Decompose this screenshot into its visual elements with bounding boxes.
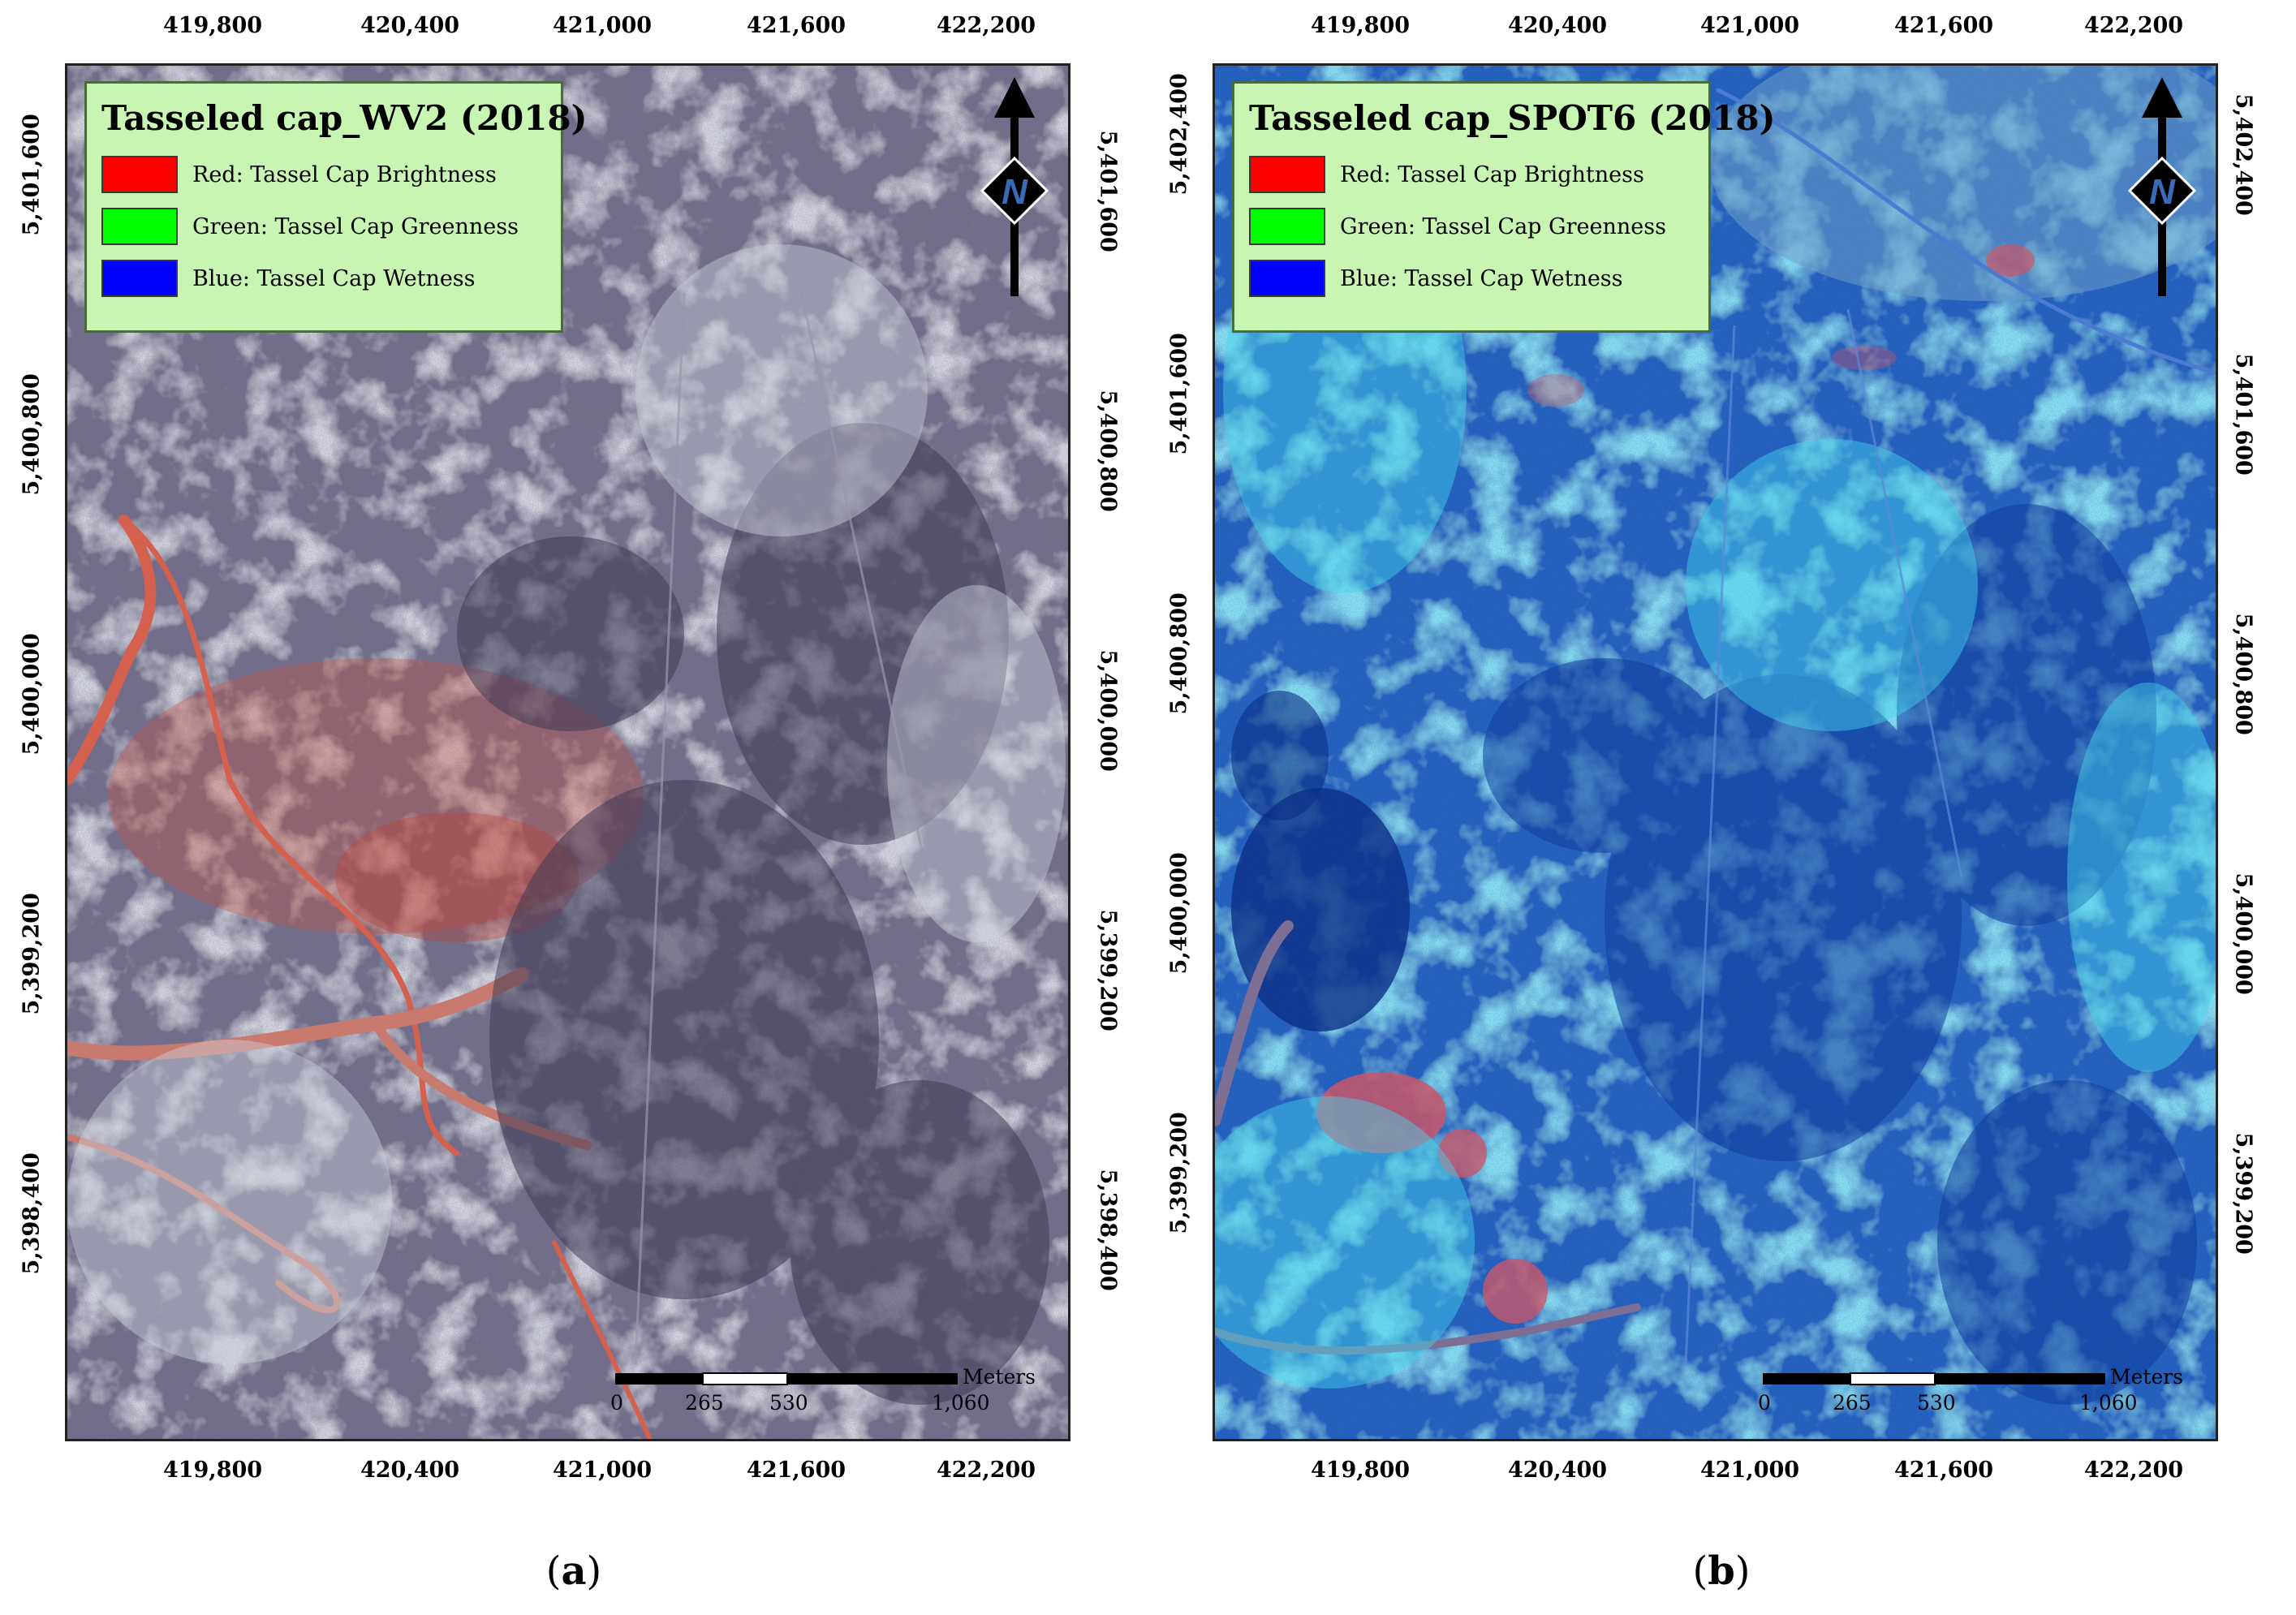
road-network bbox=[1215, 88, 2216, 1355]
legend-title: Tasseled cap_SPOT6 (2018) bbox=[1249, 98, 1776, 138]
scale-bar-graphic bbox=[1763, 1372, 2105, 1385]
y-tick-right: 5,400,000 bbox=[1095, 649, 1121, 772]
y-tick-left: 5,402,400 bbox=[1166, 73, 1192, 196]
y-tick-left: 5,401,600 bbox=[1166, 333, 1192, 455]
panel-caption: (b) bbox=[1692, 1548, 1751, 1594]
legend-swatch-green bbox=[101, 208, 178, 245]
y-tick-right: 5,401,600 bbox=[1095, 130, 1121, 252]
x-tick-top: 419,800 bbox=[1310, 13, 1411, 38]
y-tick-right: 5,400,000 bbox=[2230, 872, 2256, 995]
scale-label: 530 bbox=[1917, 1391, 1956, 1415]
y-tick-right: 5,399,200 bbox=[2230, 1132, 2256, 1255]
x-tick-bottom: 419,800 bbox=[1310, 1458, 1411, 1483]
legend-item: Red: Tassel Cap Brightness bbox=[1249, 156, 1694, 193]
x-tick-bottom: 421,000 bbox=[1699, 1458, 1800, 1483]
x-tick-bottom: 420,400 bbox=[360, 1458, 460, 1483]
y-tick-left: 5,400,000 bbox=[1166, 852, 1192, 975]
scale-unit: Meters bbox=[963, 1365, 1036, 1389]
scale-label: 265 bbox=[1833, 1391, 1872, 1415]
x-tick-top: 420,400 bbox=[1507, 13, 1608, 38]
legend-item: Red: Tassel Cap Brightness bbox=[101, 156, 546, 193]
scale-bar: 0 265 530 1,060 Meters bbox=[610, 1365, 1053, 1435]
x-tick-bottom: 419,800 bbox=[162, 1458, 263, 1483]
map-legend: Tasseled cap_WV2 (2018) Red: Tassel Cap … bbox=[84, 81, 588, 333]
north-arrow-icon: N bbox=[2127, 77, 2197, 296]
y-tick-right: 5,402,400 bbox=[2230, 93, 2256, 216]
y-tick-left: 5,400,800 bbox=[1166, 592, 1192, 715]
wet-patch bbox=[1231, 788, 1410, 1031]
scale-label: 1,060 bbox=[2079, 1391, 2138, 1415]
y-tick-right: 5,401,600 bbox=[2230, 353, 2256, 476]
y-tick-left: 5,400,000 bbox=[19, 633, 45, 756]
legend-item: Green: Tassel Cap Greenness bbox=[1249, 208, 1694, 245]
scale-unit: Meters bbox=[2110, 1365, 2184, 1389]
legend-label: Green: Tassel Cap Greenness bbox=[192, 213, 519, 239]
brightness-spots bbox=[1316, 244, 2035, 1324]
scale-label: 0 bbox=[610, 1391, 623, 1415]
legend-swatch-green bbox=[1249, 208, 1325, 245]
legend-swatch-blue bbox=[1249, 260, 1325, 297]
legend-item: Blue: Tassel Cap Wetness bbox=[101, 260, 546, 297]
x-tick-top: 422,200 bbox=[2083, 13, 2184, 38]
x-tick-top: 421,600 bbox=[746, 13, 846, 38]
dark-forest bbox=[1483, 504, 2197, 1405]
legend-label: Blue: Tassel Cap Wetness bbox=[192, 265, 476, 291]
legend-label: Red: Tassel Cap Brightness bbox=[1340, 162, 1644, 187]
map-legend: Tasseled cap_SPOT6 (2018) Red: Tassel Ca… bbox=[1232, 81, 1776, 333]
legend-item: Blue: Tassel Cap Wetness bbox=[1249, 260, 1694, 297]
north-label: N bbox=[1002, 172, 1028, 212]
x-tick-bottom: 420,400 bbox=[1507, 1458, 1608, 1483]
legend-label: Red: Tassel Cap Brightness bbox=[192, 162, 497, 187]
scale-bar: 0 265 530 1,060 Meters bbox=[1758, 1365, 2201, 1435]
scale-bar-graphic bbox=[615, 1372, 958, 1385]
north-arrow-icon: N bbox=[980, 77, 1049, 296]
light-clearings bbox=[67, 244, 1066, 1364]
y-tick-right: 5,400,800 bbox=[2230, 613, 2256, 735]
y-tick-right: 5,398,400 bbox=[1095, 1169, 1121, 1291]
map-panel-b: 419,800 420,400 421,000 421,600 422,200 … bbox=[1148, 0, 2295, 1615]
dark-forest bbox=[457, 423, 1049, 1405]
map-panel-a: 419,800 420,400 421,000 421,600 422,200 … bbox=[19, 13, 1121, 1594]
caption-letter: a bbox=[561, 1548, 587, 1594]
x-tick-bottom: 421,600 bbox=[746, 1458, 846, 1483]
north-label: N bbox=[2149, 172, 2176, 212]
legend-title: Tasseled cap_WV2 (2018) bbox=[101, 98, 588, 138]
legend-item: Green: Tassel Cap Greenness bbox=[101, 208, 546, 245]
x-tick-bottom: 422,200 bbox=[936, 1458, 1036, 1483]
brightness-zone bbox=[108, 658, 644, 934]
y-tick-right: 5,400,800 bbox=[1095, 390, 1121, 512]
y-tick-left: 5,399,200 bbox=[1166, 1112, 1192, 1234]
y-tick-left: 5,401,600 bbox=[19, 114, 45, 236]
x-tick-top: 422,200 bbox=[936, 13, 1036, 38]
legend-label: Green: Tassel Cap Greenness bbox=[1340, 213, 1666, 239]
y-tick-left: 5,399,200 bbox=[19, 893, 45, 1015]
scale-label: 0 bbox=[1758, 1391, 1771, 1415]
scale-label: 265 bbox=[685, 1391, 724, 1415]
legend-swatch-blue bbox=[101, 260, 178, 297]
legend-swatch-red bbox=[1249, 156, 1325, 193]
scale-label: 1,060 bbox=[932, 1391, 990, 1415]
x-tick-top: 421,000 bbox=[1699, 13, 1800, 38]
x-tick-top: 419,800 bbox=[162, 13, 263, 38]
scale-label: 530 bbox=[769, 1391, 808, 1415]
x-tick-bottom: 422,200 bbox=[2083, 1458, 2184, 1483]
x-tick-top: 421,600 bbox=[1893, 13, 1994, 38]
x-tick-top: 421,000 bbox=[552, 13, 653, 38]
y-tick-left: 5,398,400 bbox=[19, 1152, 45, 1275]
y-tick-right: 5,399,200 bbox=[1095, 909, 1121, 1031]
x-tick-bottom: 421,600 bbox=[1893, 1458, 1994, 1483]
legend-swatch-red bbox=[101, 156, 178, 193]
legend-label: Blue: Tassel Cap Wetness bbox=[1340, 265, 1623, 291]
panel-caption: (a) bbox=[545, 1548, 602, 1594]
x-tick-bottom: 421,000 bbox=[552, 1458, 653, 1483]
caption-letter: b bbox=[1708, 1548, 1735, 1594]
y-tick-left: 5,400,800 bbox=[19, 373, 45, 496]
x-tick-top: 420,400 bbox=[360, 13, 460, 38]
